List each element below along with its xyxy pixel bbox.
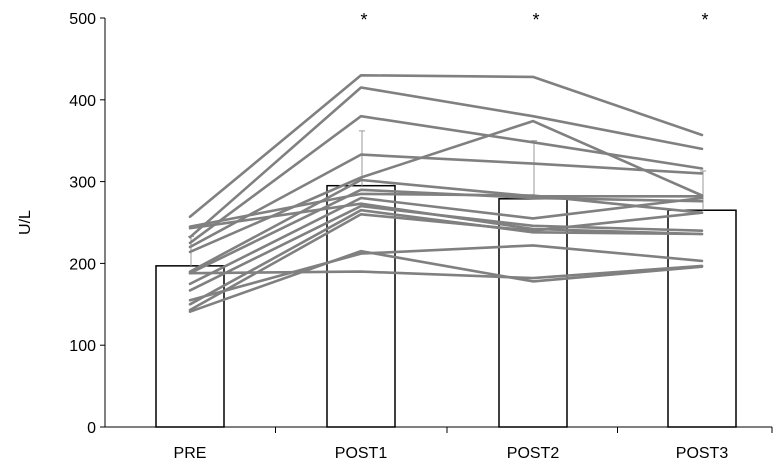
- significance-marker-post1: *: [360, 10, 367, 30]
- y-tick-label-0: 0: [87, 420, 96, 437]
- individual-lines-layer: [188, 74, 704, 314]
- subject-line-3: [188, 114, 704, 245]
- subject-line-4: [188, 153, 704, 249]
- subject-line-9: [188, 196, 704, 286]
- bar-post3: [667, 209, 737, 428]
- subject-line-12: [188, 208, 704, 306]
- subject-line-14: [188, 249, 704, 314]
- significance-marker-post2: *: [532, 10, 539, 30]
- subject-line-6: [188, 178, 704, 273]
- y-tick-label-100: 100: [69, 338, 96, 355]
- subject-line-8: [188, 192, 704, 228]
- x-tick-label-post1: POST1: [335, 445, 388, 462]
- axes-layer: [100, 17, 773, 433]
- labels-layer: 0 100 200 300 400 500 PRE POST1 POST2 POST3 U/L * * *: [17, 10, 728, 462]
- subject-line-11: [188, 202, 704, 236]
- subject-line-2: [188, 86, 704, 239]
- subject-line-1: [188, 74, 704, 219]
- y-tick-label-400: 400: [69, 93, 96, 110]
- y-tick-label-500: 500: [69, 11, 96, 28]
- x-tick-label-post3: POST3: [676, 445, 729, 462]
- subject-line-16: [188, 264, 704, 280]
- y-axis-title: U/L: [17, 210, 34, 235]
- y-tick-label-300: 300: [69, 175, 96, 192]
- y-tick-label-200: 200: [69, 256, 96, 273]
- x-tick-label-pre: PRE: [174, 445, 207, 462]
- x-tick-label-post2: POST2: [507, 445, 560, 462]
- significance-marker-post3: *: [701, 10, 708, 30]
- subject-line-15: [188, 244, 704, 302]
- subject-line-13: [188, 211, 704, 312]
